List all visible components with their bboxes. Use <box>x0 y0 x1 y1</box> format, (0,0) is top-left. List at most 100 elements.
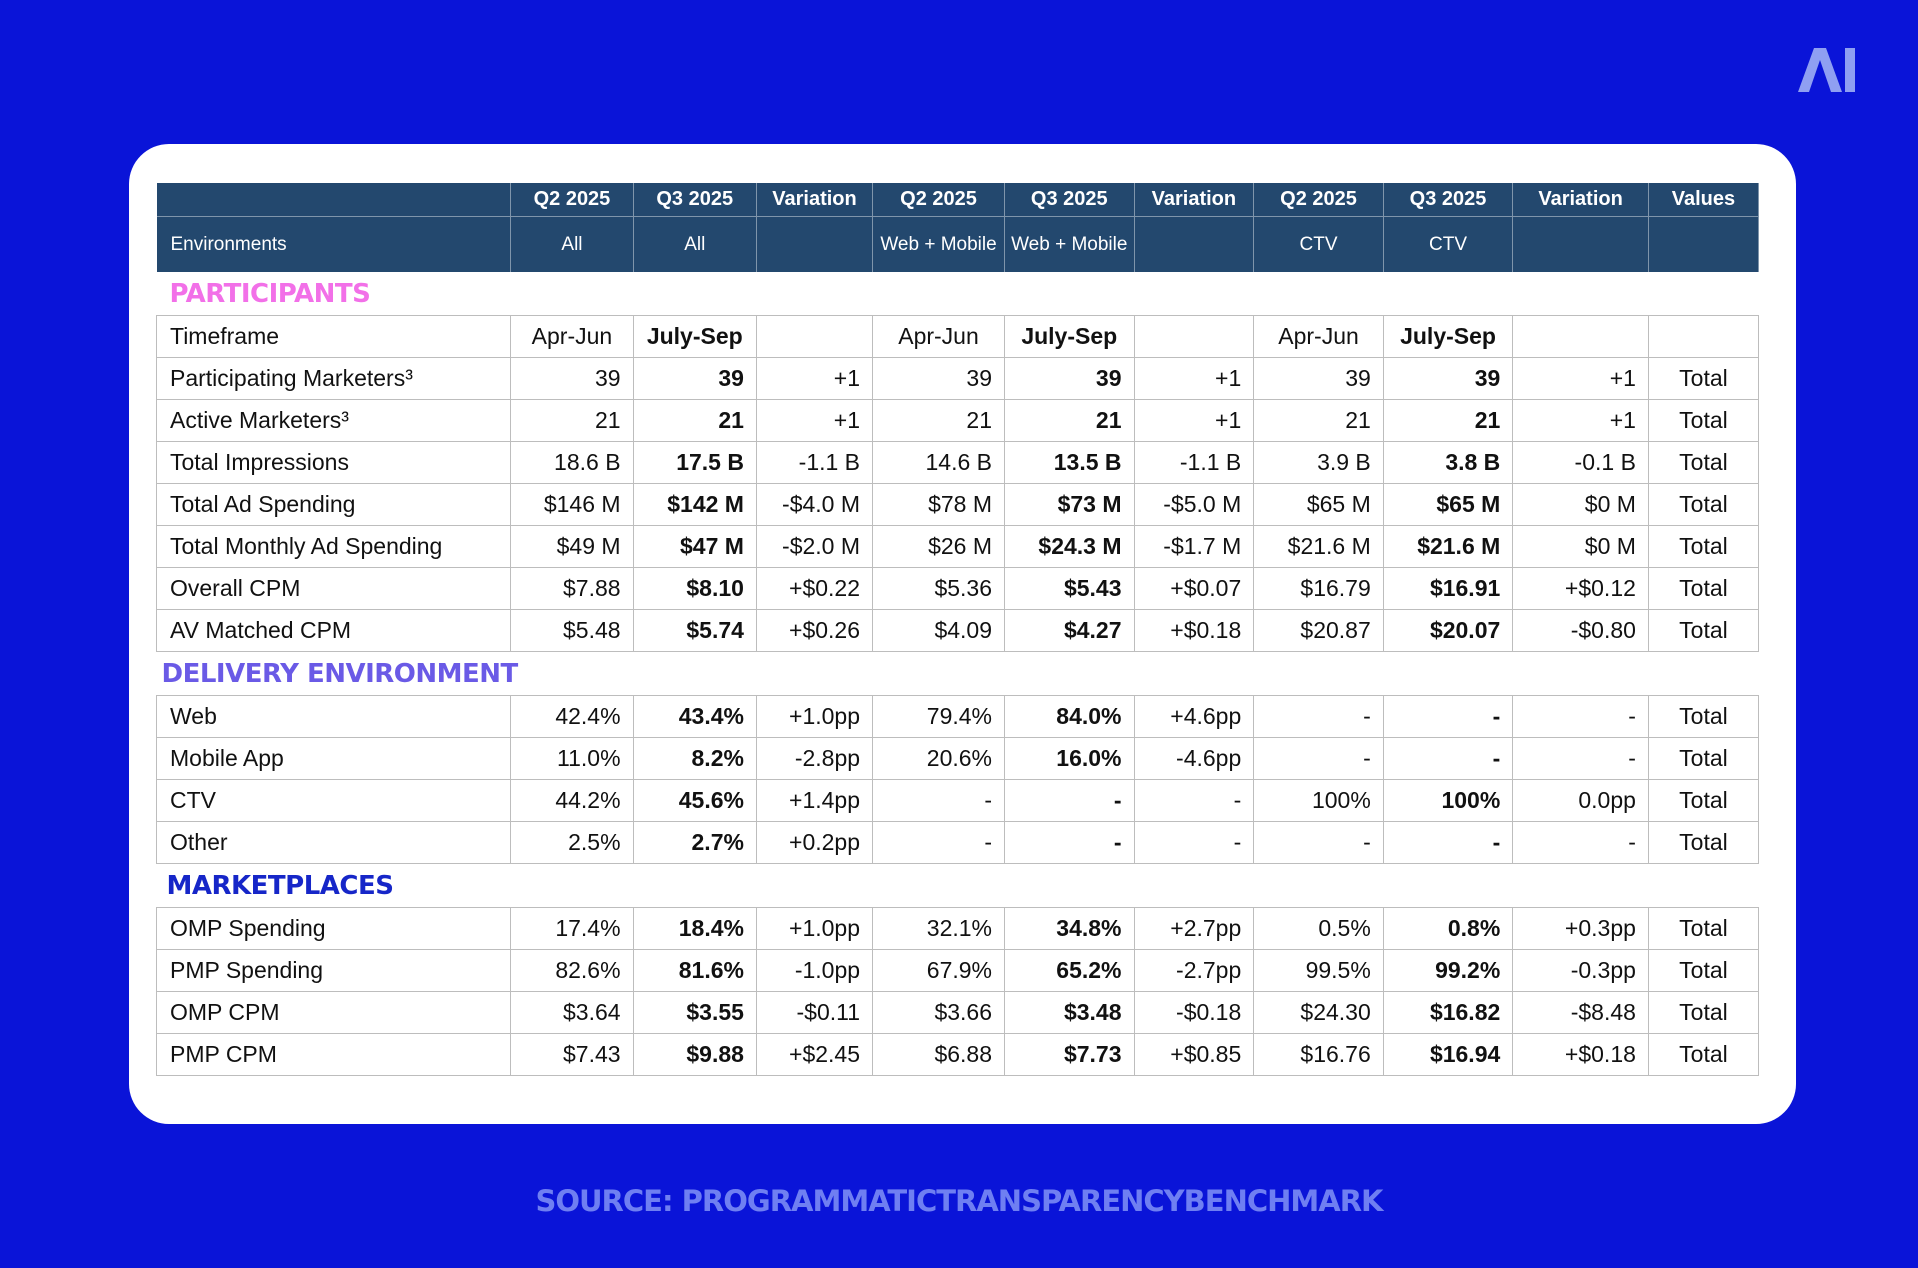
row-label: Overall CPM <box>155 567 512 610</box>
table-cell: +1 <box>1133 399 1255 442</box>
table-cell: - <box>872 821 1005 864</box>
table-row: PMP Spending 82.6% 81.6% -1.0pp 67.9% 65.2% -2… <box>155 949 1760 992</box>
table-cell: +$2.45 <box>755 1033 874 1076</box>
table-cell: -2.7pp <box>1133 949 1255 992</box>
header-row-quarters: Q2 2025 Q3 2025 Variation Q2 2025 Q3 2025 Var… <box>156 183 1760 217</box>
table-row: OMP Spending 17.4% 18.4% +1.0pp 32.1% 34.8% +2… <box>155 907 1760 950</box>
table-cell: 14.6 B <box>872 441 1005 484</box>
table-cell: $21.6 M <box>1382 525 1514 568</box>
table-cell: 21 <box>872 399 1005 442</box>
table-cell: $16.94 <box>1382 1033 1514 1076</box>
table-cell: $21.6 M <box>1253 525 1384 568</box>
table-cell: - <box>1512 695 1649 738</box>
table-cell: 17.5 B <box>632 441 757 484</box>
table-cell: - <box>1382 737 1514 780</box>
values-cell: Total <box>1647 1033 1760 1076</box>
table-cell: 13.5 B <box>1004 441 1135 484</box>
values-cell: Total <box>1647 609 1760 652</box>
column-header: Q3 2025 <box>1004 183 1135 217</box>
table-cell: -$8.48 <box>1512 991 1649 1034</box>
table-cell: 100% <box>1253 779 1384 822</box>
table-cell: $9.88 <box>632 1033 757 1076</box>
row-label: OMP Spending <box>155 907 512 950</box>
table-cell: 39 <box>1253 357 1384 400</box>
table-cell: 0.0pp <box>1512 779 1649 822</box>
values-cell: Total <box>1647 907 1760 950</box>
table-cell: 16.0% <box>1004 737 1135 780</box>
row-label: PMP CPM <box>155 1033 512 1076</box>
row-label: Mobile App <box>155 737 512 780</box>
section-title: MARKETPLACES <box>166 870 394 901</box>
table-cell: 21 <box>632 399 757 442</box>
table-cell: - <box>1253 821 1384 864</box>
section-row: DELIVERY ENVIRONMENT <box>157 652 1759 696</box>
table-cell: 43.4% <box>632 695 757 738</box>
table-cell: 18.4% <box>632 907 757 950</box>
table-cell: -1.1 B <box>1133 441 1255 484</box>
table-cell <box>1512 315 1649 358</box>
column-header: Variation <box>1512 183 1649 217</box>
header-corner <box>156 183 512 217</box>
table-cell: 34.8% <box>1004 907 1135 950</box>
table-cell: $24.30 <box>1253 991 1384 1034</box>
table-cell: -$0.80 <box>1512 609 1649 652</box>
table-row: Web 42.4% 43.4% +1.0pp 79.4% 84.0% +4.6pp - - - To… <box>155 695 1760 738</box>
table-cell: +$0.22 <box>755 567 874 610</box>
environment-subheader <box>1648 216 1760 272</box>
table-cell: - <box>872 779 1005 822</box>
environments-header: Environments <box>156 216 512 272</box>
table-cell: - <box>1382 821 1514 864</box>
table-cell: $6.88 <box>872 1033 1005 1076</box>
table-cell: $65 M <box>1253 483 1384 526</box>
table-cell: $16.79 <box>1253 567 1384 610</box>
table-cell <box>755 315 874 358</box>
table-cell: $7.43 <box>510 1033 634 1076</box>
table-cell: $16.76 <box>1253 1033 1384 1076</box>
table-cell: $7.88 <box>510 567 634 610</box>
table-cell: - <box>1253 695 1384 738</box>
table-cell: $0 M <box>1512 483 1649 526</box>
table-cell: 84.0% <box>1004 695 1135 738</box>
table-cell: +1 <box>755 399 874 442</box>
environment-subheader <box>1512 216 1649 272</box>
table-row: OMP CPM $3.64 $3.55 -$0.11 $3.66 $3.48 -$0.18 $… <box>155 991 1760 1034</box>
table-cell: 8.2% <box>632 737 757 780</box>
values-cell: Total <box>1647 567 1760 610</box>
table-row: Total Monthly Ad Spending $49 M $47 M -$2.0… <box>155 525 1760 568</box>
table-cell: 2.7% <box>632 821 757 864</box>
table-cell: - <box>1004 821 1135 864</box>
table-cell: $7.73 <box>1004 1033 1135 1076</box>
values-cell: Total <box>1647 441 1760 484</box>
ai-logo-icon <box>1798 48 1855 92</box>
table-cell <box>1133 315 1255 358</box>
table-cell: $142 M <box>632 483 757 526</box>
table-cell: $20.87 <box>1253 609 1384 652</box>
row-label: Participating Marketers³ <box>155 357 512 400</box>
benchmark-table: Q2 2025 Q3 2025 Variation Q2 2025 Q3 2025 Var… <box>155 183 1760 1076</box>
column-header: Variation <box>756 183 874 217</box>
table-cell: 39 <box>1382 357 1514 400</box>
section-row: PARTICIPANTS <box>157 272 1759 316</box>
table-row: Active Marketers³ 21 21 +1 21 21 +1 21 21 +1 Total <box>155 399 1760 442</box>
table-cell: 11.0% <box>510 737 634 780</box>
row-label: OMP CPM <box>155 991 512 1034</box>
table-cell: +1.0pp <box>755 907 874 950</box>
table-cell: - <box>1512 737 1649 780</box>
table-cell: $20.07 <box>1382 609 1514 652</box>
table-cell: 39 <box>632 357 757 400</box>
table-cell: $3.66 <box>872 991 1005 1034</box>
table-cell: 79.4% <box>872 695 1005 738</box>
table-row: Total Ad Spending $146 M $142 M -$4.0 M $78 … <box>155 483 1760 526</box>
table-row: Total Impressions 18.6 B 17.5 B -1.1 B 14.6 … <box>155 441 1760 484</box>
values-cell: Total <box>1647 695 1760 738</box>
table-cell: $3.64 <box>510 991 634 1034</box>
table-cell: 99.5% <box>1253 949 1384 992</box>
environment-subheader <box>756 216 874 272</box>
column-header: Q2 2025 <box>1253 183 1384 217</box>
table-row: CTV 44.2% 45.6% +1.4pp - - -100% 100% 0.0pp Total <box>155 779 1760 822</box>
table-cell: 3.9 B <box>1253 441 1384 484</box>
column-header: Q2 2025 <box>510 183 634 217</box>
row-label: Total Impressions <box>155 441 512 484</box>
table-cell: 65.2% <box>1004 949 1135 992</box>
values-cell: Total <box>1647 779 1760 822</box>
